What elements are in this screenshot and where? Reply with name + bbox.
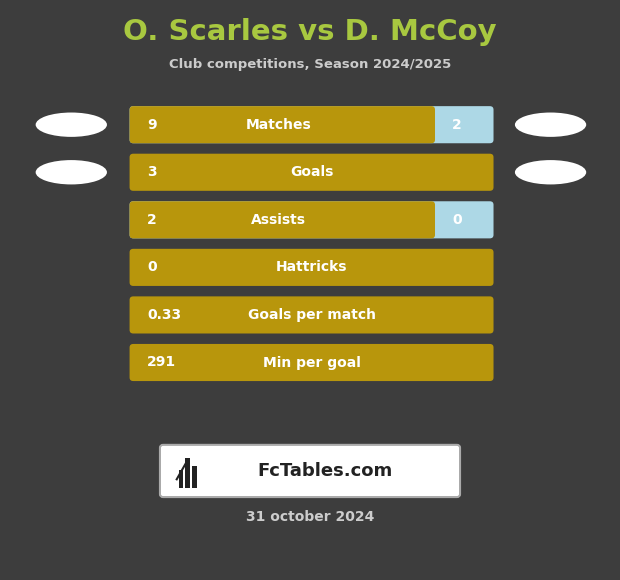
FancyBboxPatch shape — [130, 296, 494, 333]
Ellipse shape — [35, 113, 107, 137]
FancyBboxPatch shape — [130, 154, 494, 191]
Bar — [192, 466, 197, 488]
Text: 2: 2 — [452, 118, 462, 132]
FancyBboxPatch shape — [130, 201, 435, 238]
Text: 291: 291 — [147, 356, 176, 369]
Text: Hattricks: Hattricks — [276, 260, 347, 274]
Bar — [179, 470, 183, 488]
Text: 0: 0 — [452, 213, 462, 227]
Ellipse shape — [35, 160, 107, 184]
Text: 3: 3 — [147, 165, 157, 179]
Text: 9: 9 — [147, 118, 157, 132]
Text: 0: 0 — [147, 260, 157, 274]
Bar — [185, 458, 190, 488]
Text: Matches: Matches — [246, 118, 311, 132]
FancyBboxPatch shape — [130, 201, 494, 238]
Text: FcTables.com: FcTables.com — [257, 462, 392, 480]
Ellipse shape — [515, 160, 587, 184]
FancyBboxPatch shape — [160, 445, 460, 497]
Text: O. Scarles vs D. McCoy: O. Scarles vs D. McCoy — [123, 18, 497, 46]
Text: Assists: Assists — [251, 213, 306, 227]
Text: Club competitions, Season 2024/2025: Club competitions, Season 2024/2025 — [169, 59, 451, 71]
Text: 2: 2 — [147, 213, 157, 227]
FancyBboxPatch shape — [130, 344, 494, 381]
FancyBboxPatch shape — [421, 110, 433, 140]
FancyBboxPatch shape — [130, 106, 494, 143]
FancyBboxPatch shape — [130, 106, 435, 143]
FancyBboxPatch shape — [421, 205, 433, 235]
FancyBboxPatch shape — [130, 249, 494, 286]
Text: 31 october 2024: 31 october 2024 — [246, 510, 374, 524]
Text: Min per goal: Min per goal — [263, 356, 360, 369]
Text: Goals: Goals — [290, 165, 333, 179]
Text: 0.33: 0.33 — [147, 308, 181, 322]
Text: Goals per match: Goals per match — [247, 308, 376, 322]
Ellipse shape — [515, 113, 587, 137]
